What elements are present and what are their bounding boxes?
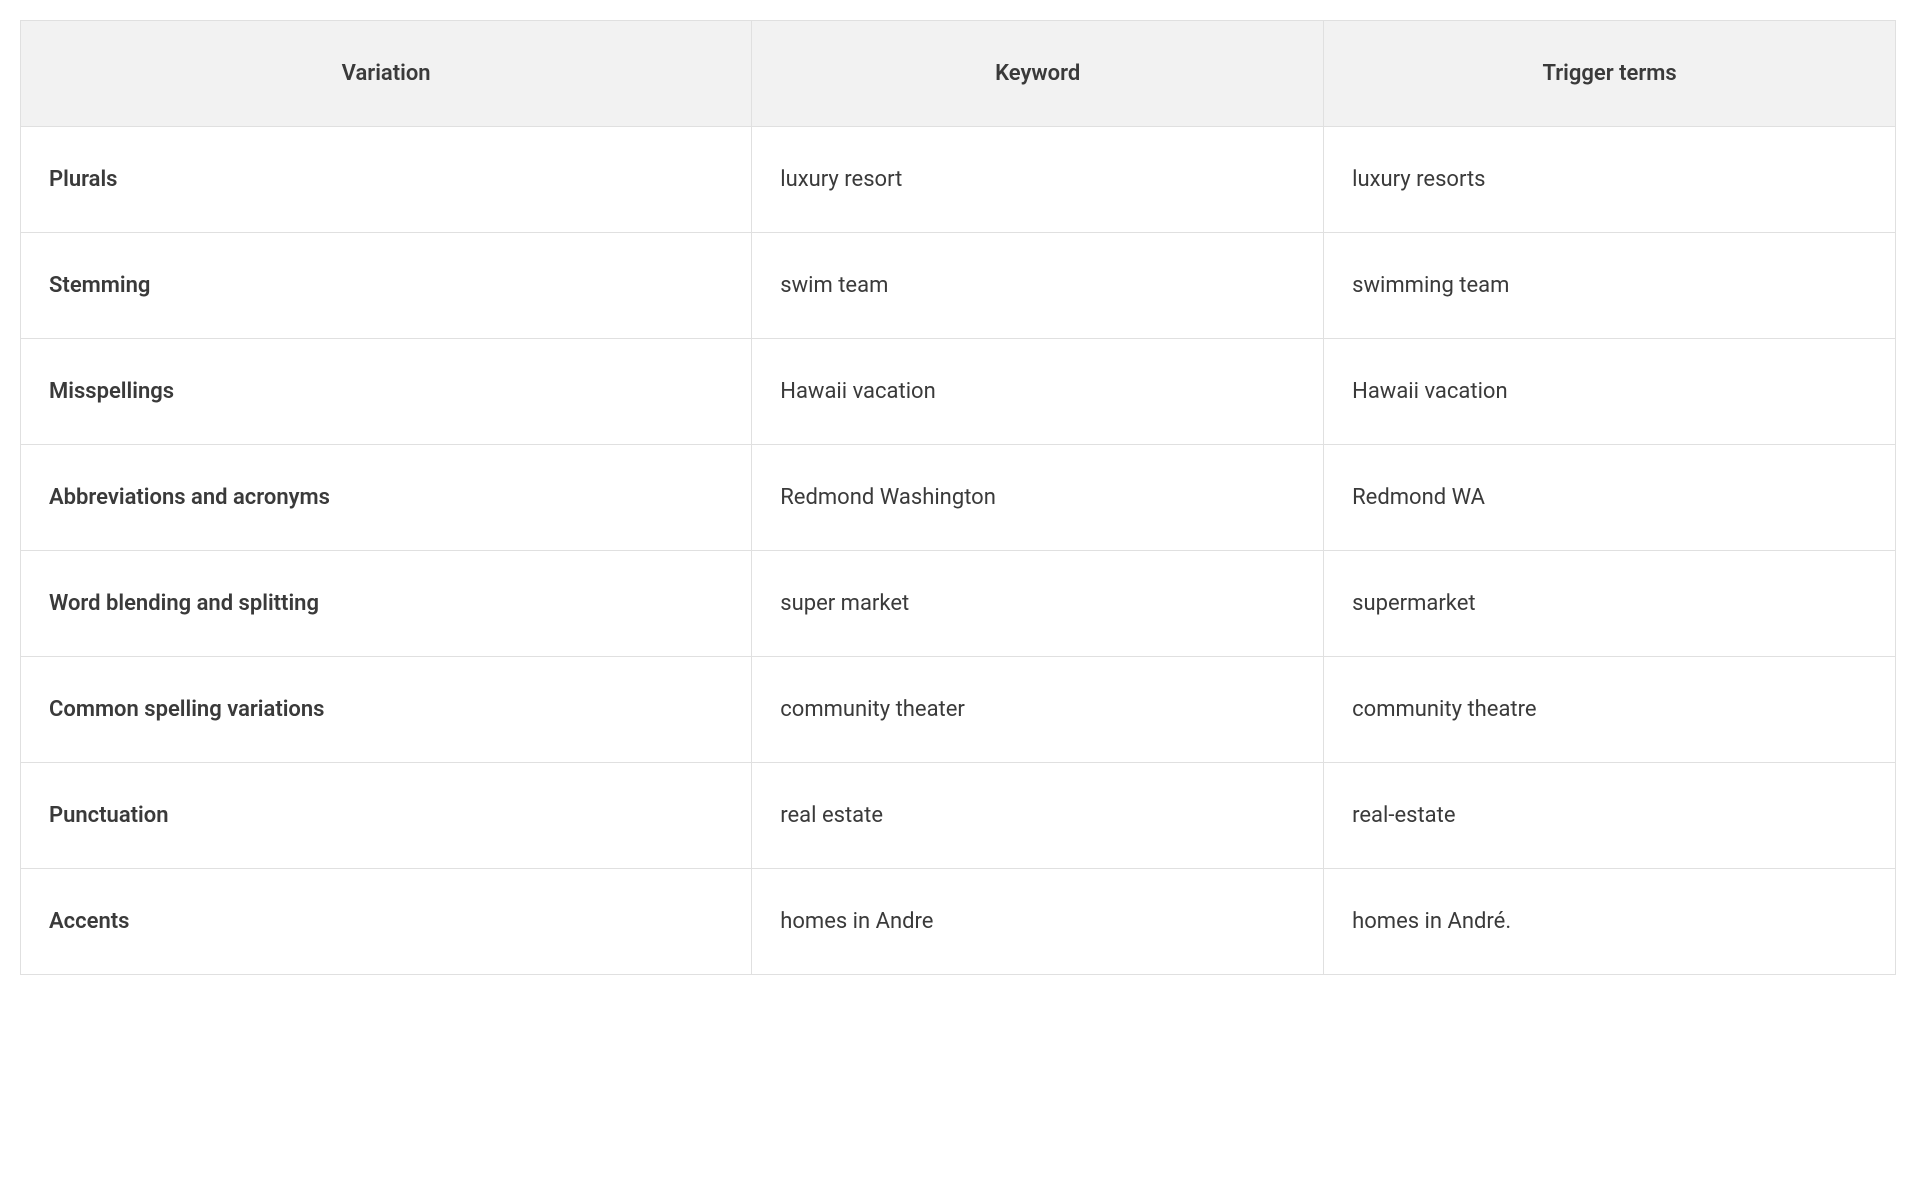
cell-trigger-terms: luxury resorts [1324,127,1896,233]
cell-keyword: Hawaii vacation [752,339,1324,445]
cell-trigger-terms: Hawaii vacation [1324,339,1896,445]
table-row: Common spelling variations community the… [21,657,1896,763]
cell-variation: Abbreviations and acronyms [21,445,752,551]
cell-keyword: Redmond Washington [752,445,1324,551]
cell-trigger-terms: real-estate [1324,763,1896,869]
cell-keyword: luxury resort [752,127,1324,233]
table-row: Word blending and splitting super market… [21,551,1896,657]
column-header-variation: Variation [21,21,752,127]
cell-keyword: homes in Andre [752,869,1324,975]
cell-variation: Common spelling variations [21,657,752,763]
table-row: Misspellings Hawaii vacation Hawaii vaca… [21,339,1896,445]
cell-variation: Punctuation [21,763,752,869]
cell-trigger-terms: supermarket [1324,551,1896,657]
cell-variation: Stemming [21,233,752,339]
table-row: Abbreviations and acronyms Redmond Washi… [21,445,1896,551]
cell-variation: Accents [21,869,752,975]
cell-trigger-terms: homes in André. [1324,869,1896,975]
cell-keyword: super market [752,551,1324,657]
table-row: Punctuation real estate real-estate [21,763,1896,869]
keyword-variations-table-wrapper: Variation Keyword Trigger terms Plurals … [20,20,1896,975]
cell-variation: Plurals [21,127,752,233]
cell-trigger-terms: swimming team [1324,233,1896,339]
keyword-variations-table: Variation Keyword Trigger terms Plurals … [20,20,1896,975]
table-body: Plurals luxury resort luxury resorts Ste… [21,127,1896,975]
table-row: Plurals luxury resort luxury resorts [21,127,1896,233]
cell-variation: Word blending and splitting [21,551,752,657]
table-header: Variation Keyword Trigger terms [21,21,1896,127]
cell-trigger-terms: Redmond WA [1324,445,1896,551]
table-row: Accents homes in Andre homes in André. [21,869,1896,975]
table-header-row: Variation Keyword Trigger terms [21,21,1896,127]
cell-variation: Misspellings [21,339,752,445]
cell-keyword: swim team [752,233,1324,339]
column-header-keyword: Keyword [752,21,1324,127]
cell-keyword: community theater [752,657,1324,763]
cell-trigger-terms: community theatre [1324,657,1896,763]
column-header-trigger-terms: Trigger terms [1324,21,1896,127]
cell-keyword: real estate [752,763,1324,869]
table-row: Stemming swim team swimming team [21,233,1896,339]
